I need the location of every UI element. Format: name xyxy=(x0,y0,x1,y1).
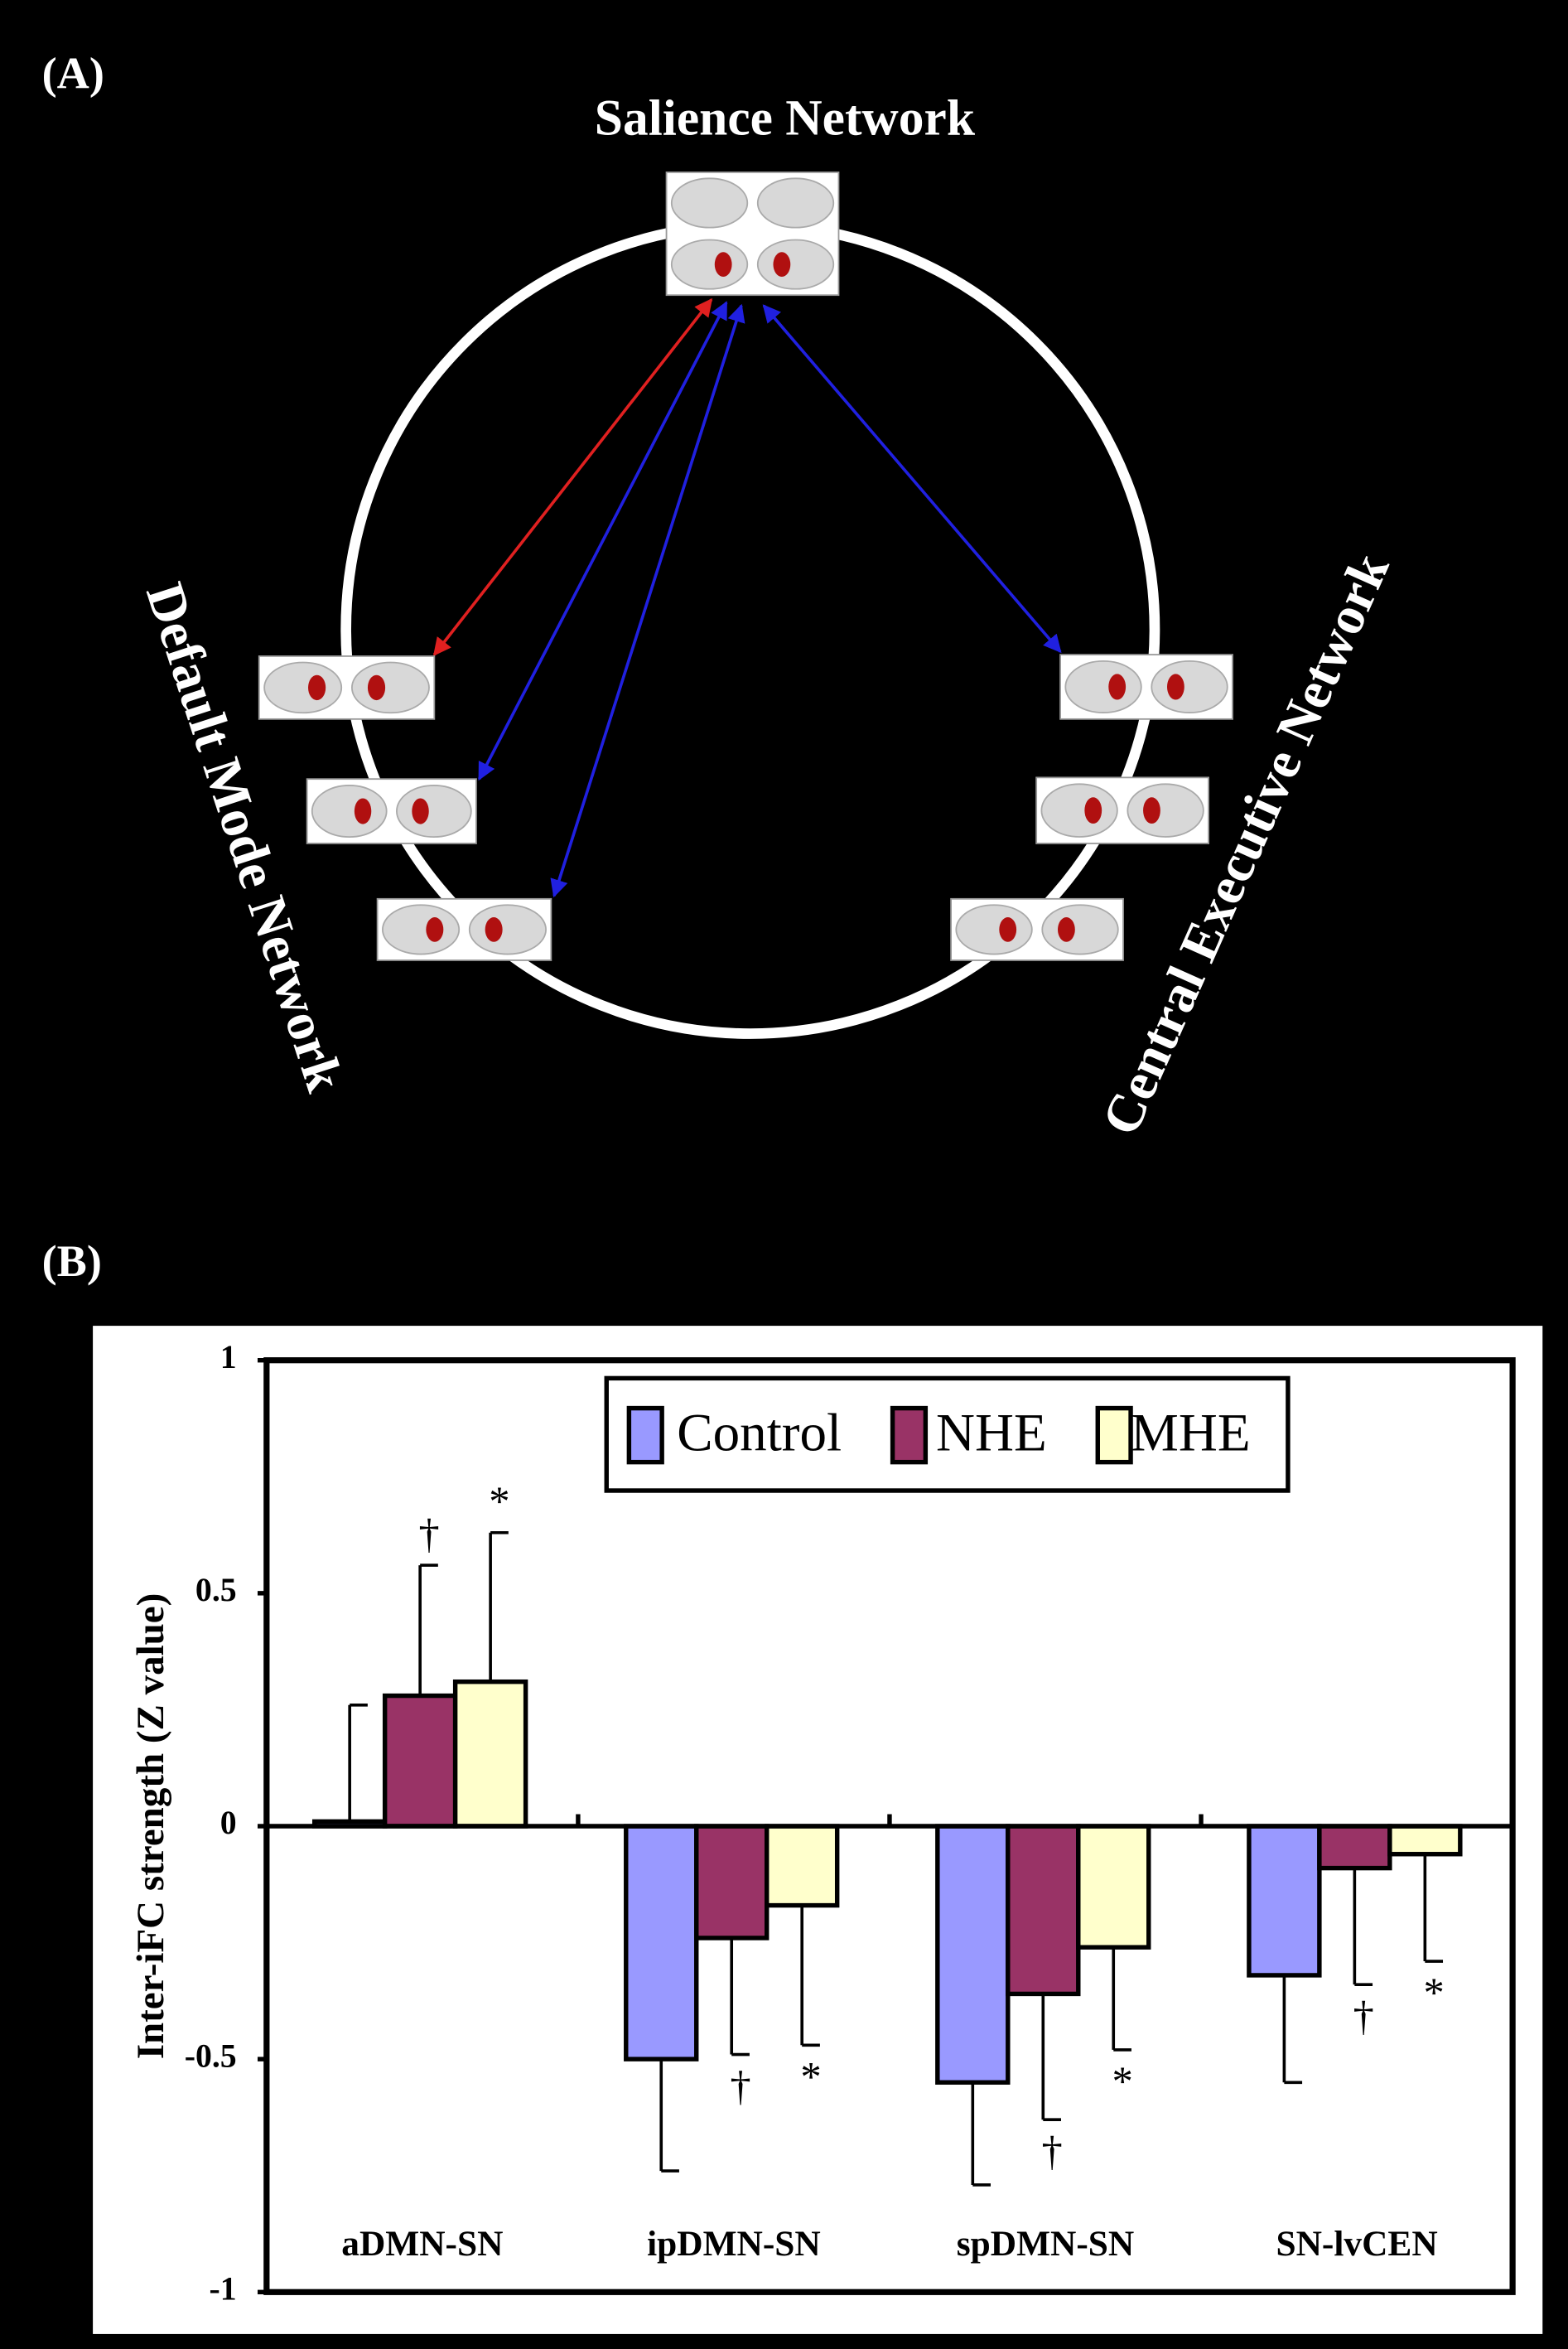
legend-swatch xyxy=(1095,1405,1133,1465)
chart: 1 0.5 0 -0.5 -1 † † † † * * * * aDMN-SN ipDMN-SN spDMN-… xyxy=(185,1339,1513,2307)
brain xyxy=(670,177,749,229)
legend-swatch xyxy=(626,1405,664,1465)
significance-mark: † xyxy=(1041,2128,1062,2174)
significance-mark: † xyxy=(1353,1993,1374,2039)
activation xyxy=(1143,797,1160,824)
brain xyxy=(382,904,461,955)
activation xyxy=(1084,797,1102,824)
brain xyxy=(1040,783,1118,838)
activation xyxy=(308,674,326,701)
bar xyxy=(624,1824,699,2061)
y-tick-label: 0.5 xyxy=(195,1572,237,1608)
bar xyxy=(694,1824,770,1941)
brain xyxy=(1041,904,1119,955)
activation xyxy=(412,798,429,824)
brain xyxy=(756,177,835,229)
y-tick-label: -0.5 xyxy=(185,2037,237,2074)
brain xyxy=(468,904,547,955)
panel-label: (A) xyxy=(42,48,104,98)
bar xyxy=(1317,1824,1392,1871)
bar xyxy=(1076,1824,1151,1950)
y-axis-label: Inter-iFC strength (Z value) xyxy=(129,1593,172,2060)
brain xyxy=(1127,783,1204,838)
x-tick-label: SN-lvCEN xyxy=(1276,2224,1437,2264)
y-tick-label: 0 xyxy=(220,1805,237,1841)
panel-label: (B) xyxy=(42,1236,102,1286)
y-tick-label: -1 xyxy=(210,2270,237,2307)
arrow xyxy=(762,304,1062,654)
activation xyxy=(999,917,1017,942)
significance-mark: * xyxy=(1424,1970,1445,2016)
brain xyxy=(1151,660,1228,713)
brain xyxy=(350,661,430,714)
brain xyxy=(311,785,388,839)
brain xyxy=(263,661,343,714)
bar xyxy=(382,1693,458,1829)
brain xyxy=(756,239,835,290)
bar xyxy=(1387,1824,1463,1857)
legend-box xyxy=(604,1375,1291,1493)
bar xyxy=(764,1824,840,1908)
activation xyxy=(367,674,386,701)
x-tick-label: spDMN-SN xyxy=(957,2224,1134,2264)
activation xyxy=(426,917,444,942)
brain-images xyxy=(258,172,1233,961)
activation xyxy=(714,252,732,277)
node-label: Salience Network xyxy=(595,89,976,146)
legend-swatch xyxy=(890,1405,929,1465)
significance-mark: * xyxy=(800,2053,821,2100)
activation xyxy=(1058,917,1075,942)
legend-label: Control xyxy=(677,1404,842,1463)
activation xyxy=(485,917,503,942)
brain xyxy=(1064,660,1142,713)
significance-mark: † xyxy=(418,1510,439,1557)
significance-mark: * xyxy=(1112,2058,1132,2105)
arrows xyxy=(432,297,1062,898)
activation xyxy=(773,252,791,277)
legend-label: MHE xyxy=(1131,1404,1251,1463)
x-tick-label: aDMN-SN xyxy=(341,2224,503,2264)
brain xyxy=(670,239,749,290)
bar xyxy=(1006,1824,1081,1997)
significance-mark: † xyxy=(730,2063,750,2110)
bar xyxy=(452,1679,528,1829)
brain xyxy=(396,785,472,839)
brain xyxy=(955,904,1033,955)
activation xyxy=(1166,674,1184,700)
bar xyxy=(1247,1824,1322,1978)
legend-label: NHE xyxy=(936,1404,1047,1463)
arrow xyxy=(550,303,745,898)
activation xyxy=(1108,674,1127,700)
y-tick-label: 1 xyxy=(220,1339,237,1375)
activation xyxy=(354,798,372,824)
x-tick-label: ipDMN-SN xyxy=(647,2224,821,2264)
bar xyxy=(935,1824,1011,2085)
significance-mark: * xyxy=(489,1478,509,1525)
